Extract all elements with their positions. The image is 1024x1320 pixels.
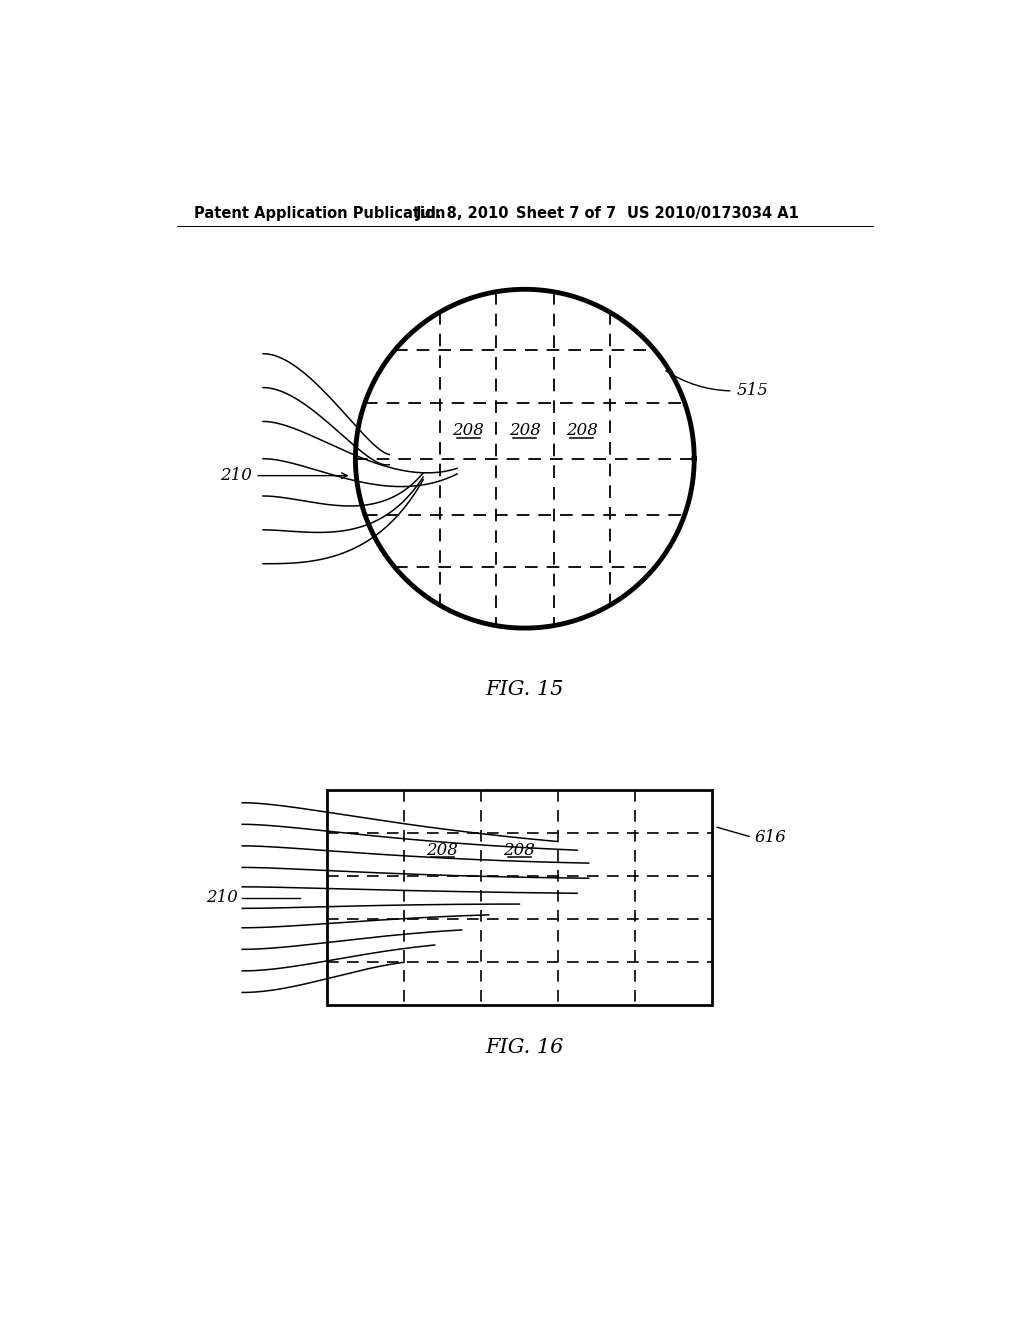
Text: 208: 208 bbox=[504, 842, 536, 859]
Bar bbox=[327, 789, 712, 1006]
Text: FIG. 16: FIG. 16 bbox=[485, 1039, 564, 1057]
Text: 210: 210 bbox=[219, 467, 252, 484]
Text: Jul. 8, 2010: Jul. 8, 2010 bbox=[416, 206, 509, 222]
Text: FIG. 15: FIG. 15 bbox=[485, 680, 564, 700]
Text: 515: 515 bbox=[736, 383, 768, 400]
Text: 616: 616 bbox=[755, 829, 786, 846]
Text: 208: 208 bbox=[453, 422, 484, 440]
Text: US 2010/0173034 A1: US 2010/0173034 A1 bbox=[628, 206, 799, 222]
Text: Patent Application Publication: Patent Application Publication bbox=[194, 206, 445, 222]
Text: 208: 208 bbox=[565, 422, 597, 440]
Text: Sheet 7 of 7: Sheet 7 of 7 bbox=[515, 206, 615, 222]
Text: 208: 208 bbox=[509, 422, 541, 440]
Text: 208: 208 bbox=[426, 842, 459, 859]
Text: 210: 210 bbox=[207, 890, 239, 906]
